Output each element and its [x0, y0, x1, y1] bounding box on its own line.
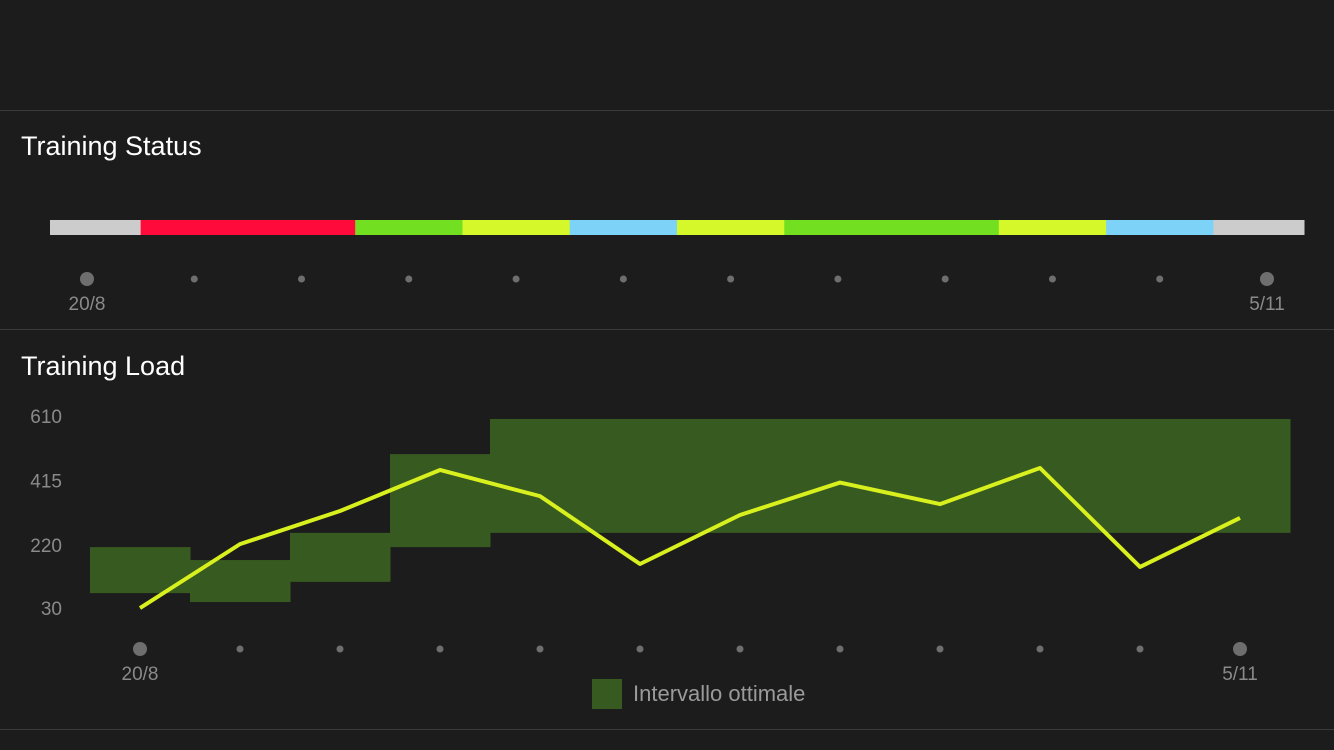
y-tick-label: 30 — [41, 599, 62, 620]
axis-dot — [1156, 275, 1164, 283]
section-title: Training Load — [21, 351, 185, 381]
axis-dot — [736, 645, 744, 653]
y-tick-label: 610 — [30, 407, 62, 428]
x-tick-label: 20/8 — [122, 664, 159, 685]
optimal-range — [490, 418, 591, 533]
status-segment — [355, 220, 463, 235]
status-segment — [1106, 220, 1214, 235]
legend-label: Intervallo ottimale — [633, 681, 805, 706]
axis-dot — [512, 275, 520, 283]
axis-dot — [405, 275, 413, 283]
status-segment — [569, 220, 678, 235]
legend-swatch — [592, 679, 622, 709]
optimal-range — [590, 418, 691, 533]
axis-dot — [1260, 272, 1274, 286]
axis-dot — [236, 645, 244, 653]
optimal-range — [890, 418, 991, 533]
axis-dot — [836, 645, 844, 653]
axis-dot — [636, 645, 644, 653]
axis-dot — [336, 645, 344, 653]
optimal-range — [290, 532, 391, 582]
status-segment — [677, 220, 785, 235]
axis-dot — [536, 645, 544, 653]
status-segment — [247, 220, 356, 235]
y-tick-label: 220 — [30, 536, 62, 557]
optimal-range — [790, 418, 891, 533]
x-tick-label: 20/8 — [69, 294, 106, 315]
axis-dot — [936, 645, 944, 653]
axis-dot — [298, 275, 306, 283]
status-segment — [784, 220, 893, 235]
axis-dot — [1048, 275, 1056, 283]
optimal-range — [1090, 418, 1191, 533]
status-segment — [50, 220, 142, 235]
axis-dot — [436, 645, 444, 653]
status-segment — [140, 220, 249, 235]
axis-dot — [80, 272, 94, 286]
status-segment — [998, 220, 1107, 235]
x-tick-label: 5/11 — [1249, 294, 1285, 315]
axis-dot — [133, 642, 147, 656]
status-segment — [462, 220, 571, 235]
axis-dot — [834, 275, 842, 283]
axis-dot — [1136, 645, 1144, 653]
axis-dot — [619, 275, 627, 283]
optimal-range — [1190, 418, 1291, 533]
status-segment — [1213, 220, 1305, 235]
axis-dot — [1233, 642, 1247, 656]
section-title: Training Status — [21, 131, 202, 161]
x-tick-label: 5/11 — [1222, 664, 1258, 685]
load-line — [138, 465, 1241, 610]
y-tick-label: 415 — [30, 472, 62, 493]
optimal-range — [990, 418, 1091, 533]
axis-dot — [190, 275, 198, 283]
axis-dot — [1036, 645, 1044, 653]
axis-dot — [941, 275, 949, 283]
status-segment — [891, 220, 1000, 235]
axis-dot — [727, 275, 735, 283]
